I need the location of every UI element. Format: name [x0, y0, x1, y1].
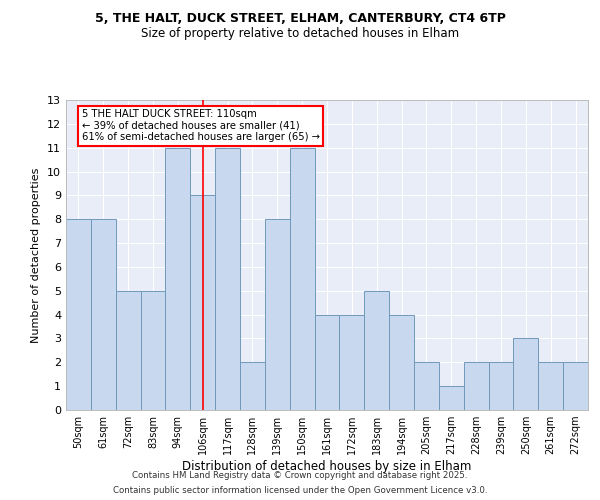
Bar	[265, 219, 290, 410]
Bar	[91, 219, 116, 410]
Text: 5 THE HALT DUCK STREET: 110sqm
← 39% of detached houses are smaller (41)
61% of : 5 THE HALT DUCK STREET: 110sqm ← 39% of …	[82, 110, 320, 142]
Bar	[464, 362, 488, 410]
Bar	[414, 362, 439, 410]
Bar	[140, 291, 166, 410]
Bar	[290, 148, 314, 410]
Y-axis label: Number of detached properties: Number of detached properties	[31, 168, 41, 342]
Bar	[538, 362, 563, 410]
Bar	[314, 314, 340, 410]
X-axis label: Distribution of detached houses by size in Elham: Distribution of detached houses by size …	[182, 460, 472, 473]
Bar	[514, 338, 538, 410]
Bar	[439, 386, 464, 410]
Bar	[563, 362, 588, 410]
Bar	[240, 362, 265, 410]
Bar	[66, 219, 91, 410]
Bar	[389, 314, 414, 410]
Bar	[364, 291, 389, 410]
Text: Size of property relative to detached houses in Elham: Size of property relative to detached ho…	[141, 28, 459, 40]
Bar	[190, 196, 215, 410]
Text: Contains public sector information licensed under the Open Government Licence v3: Contains public sector information licen…	[113, 486, 487, 495]
Bar	[488, 362, 514, 410]
Bar	[166, 148, 190, 410]
Bar	[215, 148, 240, 410]
Text: Contains HM Land Registry data © Crown copyright and database right 2025.: Contains HM Land Registry data © Crown c…	[132, 471, 468, 480]
Text: 5, THE HALT, DUCK STREET, ELHAM, CANTERBURY, CT4 6TP: 5, THE HALT, DUCK STREET, ELHAM, CANTERB…	[95, 12, 505, 26]
Bar	[116, 291, 140, 410]
Bar	[340, 314, 364, 410]
